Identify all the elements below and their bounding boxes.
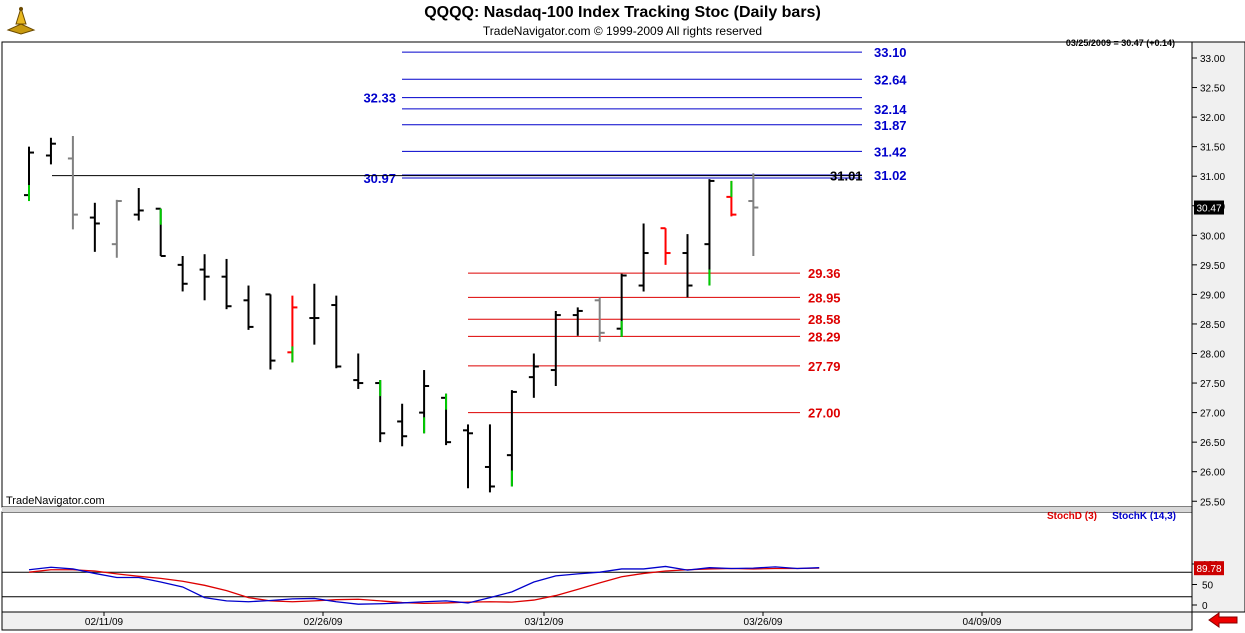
level-label: 27.00 (808, 406, 841, 421)
y-tick-label: 27.00 (1200, 409, 1225, 420)
stoch-k-line (28, 565, 820, 605)
trade-navigator-logo-icon[interactable] (4, 4, 38, 36)
level-label: 31.87 (874, 118, 907, 133)
price-panel-frame (1, 41, 1193, 508)
stoch-last-box (1194, 561, 1224, 576)
last-price-box (1194, 200, 1224, 215)
stoch-y-tick-label: 0 (1202, 601, 1208, 612)
x-tick-label: 04/09/09 (963, 617, 1002, 628)
y-tick-label: 27.50 (1200, 379, 1225, 390)
x-tick-label: 03/12/09 (525, 617, 564, 628)
brand-watermark: TradeNavigator.com (6, 495, 105, 507)
y-axis-strip (1191, 41, 1245, 613)
last-price-label: 30.47 (1196, 204, 1221, 215)
back-arrow-button[interactable] (1207, 612, 1239, 628)
level-label: 32.64 (874, 72, 907, 87)
level-label: 28.95 (808, 290, 841, 305)
level-label: 27.79 (808, 359, 841, 374)
stoch-y-tick-label: 50 (1202, 581, 1214, 592)
y-tick-label: 29.50 (1200, 261, 1225, 272)
y-tick-label: 32.00 (1200, 113, 1225, 124)
y-tick-label: 28.00 (1200, 350, 1225, 361)
panel-divider (2, 507, 1192, 512)
level-label: 29.36 (808, 266, 841, 281)
x-tick-label: 02/26/09 (304, 617, 343, 628)
stoch-d-line (28, 567, 820, 605)
copyright-subtitle: TradeNavigator.com © 1999-2009 All right… (482, 24, 763, 38)
level-label: 33.10 (874, 45, 907, 60)
level-label: 32.33 (363, 91, 396, 106)
y-tick-label: 31.00 (1200, 172, 1225, 183)
stoch-last-label: 89.78 (1196, 564, 1221, 575)
y-tick-label: 32.50 (1200, 84, 1225, 95)
level-label: 28.58 (808, 312, 841, 327)
chart-title: QQQQ: Nasdaq-100 Index Tracking Stoc (Da… (424, 4, 821, 21)
y-tick-label: 30.00 (1200, 231, 1225, 242)
x-axis-strip (1, 611, 1193, 631)
y-tick-label: 29.00 (1200, 290, 1225, 301)
y-tick-label: 26.50 (1200, 438, 1225, 449)
y-tick-label: 26.00 (1200, 468, 1225, 479)
level-label: 31.02 (874, 168, 907, 183)
y-tick-label: 25.50 (1200, 497, 1225, 508)
y-tick-label: 28.50 (1200, 320, 1225, 331)
y-tick-label: 33.00 (1200, 54, 1225, 65)
level-label: 28.29 (808, 329, 841, 344)
price-readout: 03/25/2009 = 30.47 (+0.14) (1065, 38, 1175, 48)
y-tick-label: 31.50 (1200, 143, 1225, 154)
legend-stochk: StochK (14,3) (1112, 511, 1176, 522)
level-label: 31.42 (874, 144, 907, 159)
legend-stochd: StochD (3) (1047, 511, 1097, 522)
level-label: 30.97 (363, 171, 396, 186)
level-label: 32.14 (874, 102, 907, 117)
level-label: 31.01 (830, 169, 863, 184)
x-tick-label: 03/26/09 (744, 617, 783, 628)
x-tick-label: 02/11/09 (85, 617, 124, 628)
